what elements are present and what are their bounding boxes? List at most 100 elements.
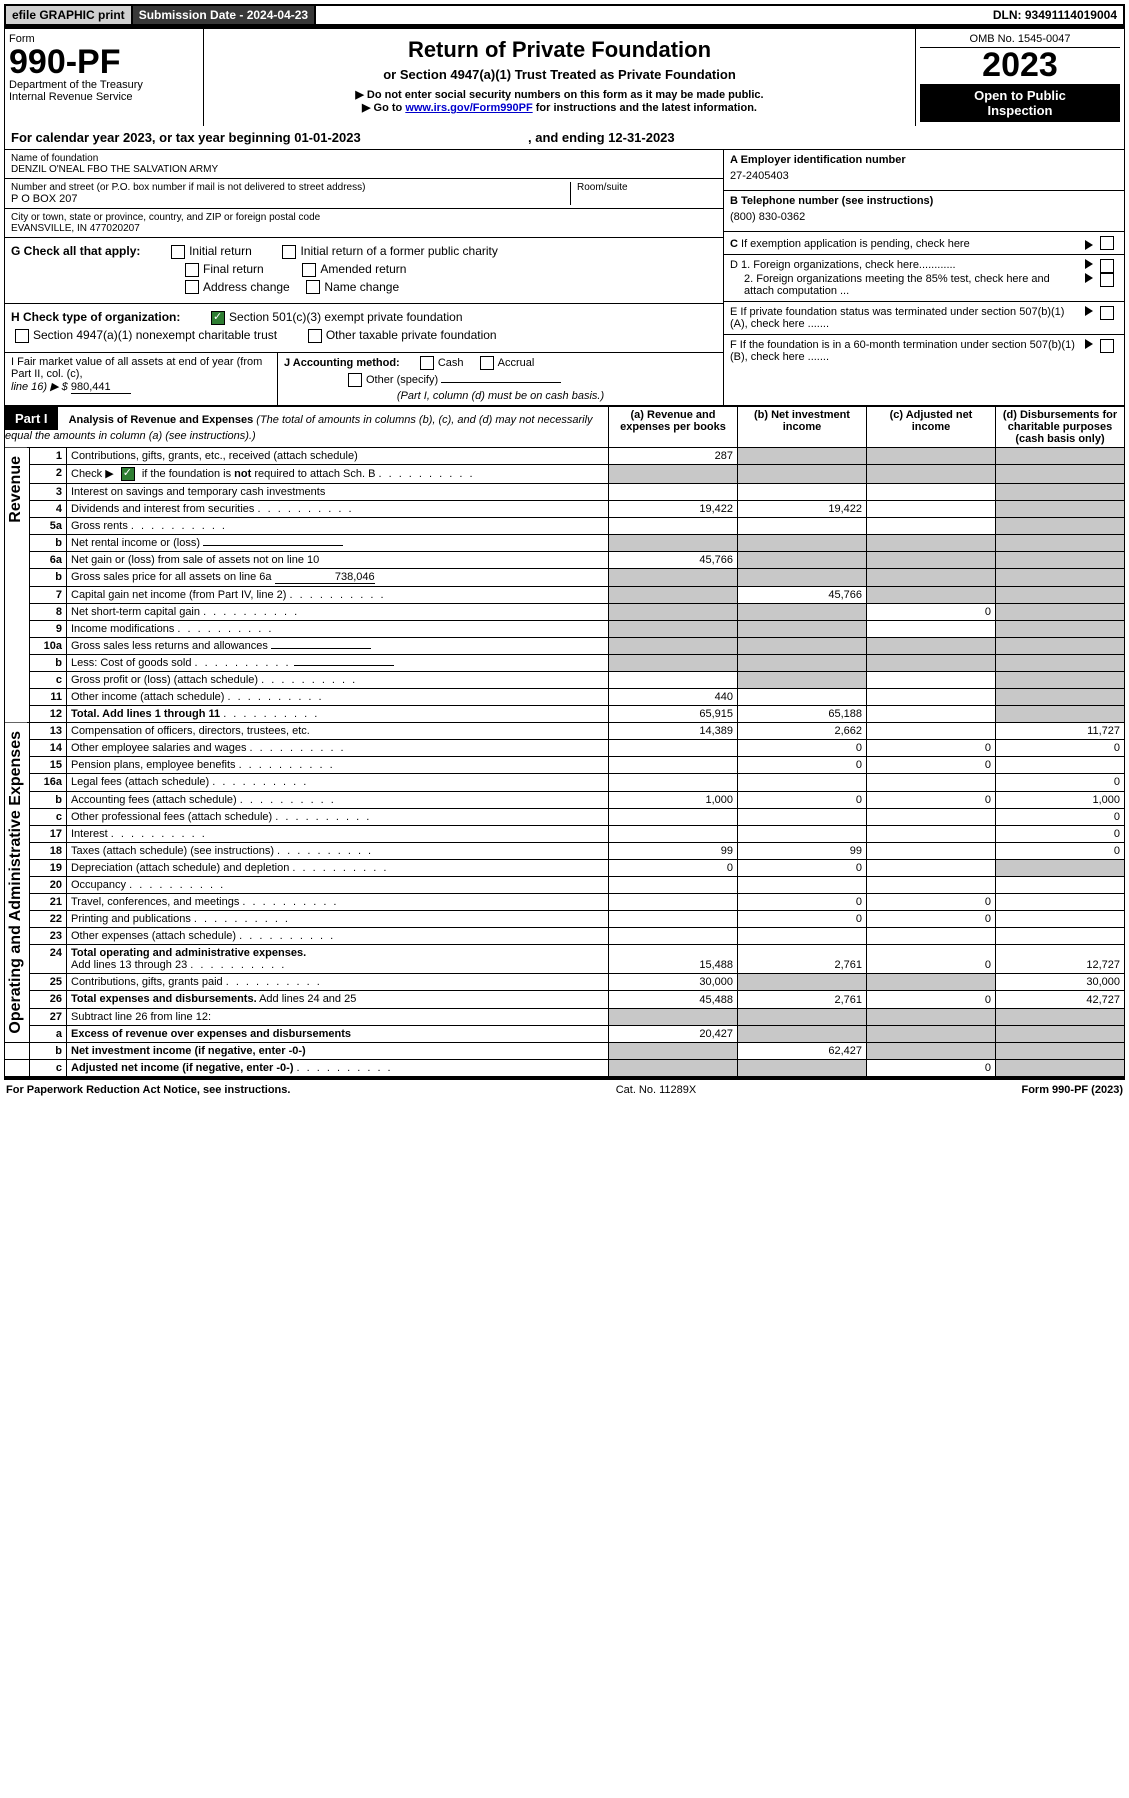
row-20: 20Occupancy	[5, 876, 1125, 893]
g-o2: Initial return of a former public charit…	[300, 244, 497, 258]
row-22: 22Printing and publications 00	[5, 911, 1125, 928]
foundation-name: DENZIL O'NEAL FBO THE SALVATION ARMY	[11, 164, 717, 175]
chk-amended-return[interactable]	[302, 263, 316, 277]
row-27: 27Subtract line 26 from line 12:	[5, 1008, 1125, 1025]
d2-label: 2. Foreign organizations meeting the 85%…	[744, 273, 1082, 297]
row-4: 4Dividends and interest from securities …	[5, 501, 1125, 518]
dept: Department of the Treasury	[9, 79, 199, 91]
e-label: E If private foundation status was termi…	[730, 306, 1082, 330]
chk-d1[interactable]	[1100, 259, 1114, 273]
row-27c: cAdjusted net income (if negative, enter…	[5, 1059, 1125, 1076]
footer-left: For Paperwork Reduction Act Notice, see …	[6, 1084, 290, 1096]
d1-label: D 1. Foreign organizations, check here..…	[730, 259, 1082, 273]
chk-d2[interactable]	[1100, 273, 1114, 287]
chk-c[interactable]	[1100, 236, 1114, 250]
row-1: Revenue 1 Contributions, gifts, grants, …	[5, 448, 1125, 465]
g-o1: Initial return	[189, 244, 252, 258]
row-27a: aExcess of revenue over expenses and dis…	[5, 1025, 1125, 1042]
instr-2: ▶ Go to www.irs.gov/Form990PF for instru…	[212, 101, 907, 114]
form-title: Return of Private Foundation	[212, 37, 907, 63]
g-o5: Address change	[203, 280, 290, 294]
chk-initial-return[interactable]	[171, 245, 185, 259]
open-to-public: Open to Public Inspection	[920, 84, 1120, 122]
row-18: 18Taxes (attach schedule) (see instructi…	[5, 842, 1125, 859]
chk-cash[interactable]	[420, 356, 434, 370]
inspection-text: Inspection	[924, 103, 1116, 118]
chk-schb[interactable]	[121, 467, 135, 481]
chk-initial-former[interactable]	[282, 245, 296, 259]
i-label: I Fair market value of all assets at end…	[11, 356, 262, 380]
a-label: A Employer identification number	[730, 154, 1118, 166]
room-label: Room/suite	[577, 182, 717, 193]
arrow-icon	[1085, 306, 1093, 316]
row-6b: bGross sales price for all assets on lin…	[5, 569, 1125, 587]
row-8: 8Net short-term capital gain 0	[5, 604, 1125, 621]
efile-label[interactable]: efile GRAPHIC print	[6, 6, 133, 24]
chk-address-change[interactable]	[185, 280, 199, 294]
row-23: 23Other expenses (attach schedule)	[5, 928, 1125, 945]
row-16c: cOther professional fees (attach schedul…	[5, 808, 1125, 825]
arrow-icon	[1085, 259, 1093, 269]
part1-title: Analysis of Revenue and Expenses	[69, 414, 254, 426]
g-o6: Name change	[324, 280, 399, 294]
section-h: H Check type of organization: Section 50…	[5, 304, 723, 353]
form-number: 990-PF	[9, 45, 199, 79]
h-o3: Other taxable private foundation	[326, 328, 497, 342]
page-footer: For Paperwork Reduction Act Notice, see …	[4, 1080, 1125, 1100]
chk-501c3[interactable]	[211, 311, 225, 325]
street-label: Number and street (or P.O. box number if…	[11, 182, 570, 193]
row-16b: bAccounting fees (attach schedule) 1,000…	[5, 791, 1125, 808]
h-label: H Check type of organization:	[11, 310, 180, 324]
row-10c: cGross profit or (loss) (attach schedule…	[5, 672, 1125, 689]
entity-info: Name of foundation DENZIL O'NEAL FBO THE…	[4, 150, 1125, 406]
chk-final-return[interactable]	[185, 263, 199, 277]
form990pf-link[interactable]: www.irs.gov/Form990PF	[405, 102, 532, 114]
g-o4: Amended return	[320, 262, 406, 276]
row-9: 9Income modifications	[5, 621, 1125, 638]
arrow-icon	[1085, 339, 1093, 349]
chk-accrual[interactable]	[480, 356, 494, 370]
footer-right: Form 990-PF (2023)	[1021, 1084, 1123, 1096]
row-15: 15Pension plans, employee benefits 00	[5, 757, 1125, 774]
street: P O BOX 207	[11, 193, 570, 205]
phone: (800) 830-0362	[730, 207, 1118, 227]
row-17: 17Interest 0	[5, 825, 1125, 842]
chk-e[interactable]	[1100, 306, 1114, 320]
chk-other-method[interactable]	[348, 373, 362, 387]
g-label: G Check all that apply:	[11, 244, 140, 258]
open-public-text: Open to Public	[924, 88, 1116, 103]
j-o2: Accrual	[498, 357, 535, 369]
c-label: If exemption application is pending, che…	[741, 238, 970, 250]
g-o3: Final return	[203, 262, 264, 276]
dln: DLN: 93491114019004	[987, 6, 1123, 24]
cal-year-end: , and ending 12-31-2023	[528, 130, 675, 145]
j-o1: Cash	[438, 357, 464, 369]
col-a: (a) Revenue and expenses per books	[609, 407, 738, 448]
col-d: (d) Disbursements for charitable purpose…	[996, 407, 1125, 448]
row-7: 7Capital gain net income (from Part IV, …	[5, 587, 1125, 604]
row-3: 3Interest on savings and temporary cash …	[5, 484, 1125, 501]
row-5b: bNet rental income or (loss)	[5, 535, 1125, 552]
chk-f[interactable]	[1100, 339, 1114, 353]
i-line: line 16) ▶ $	[11, 381, 68, 393]
row-13: Operating and Administrative Expenses 13…	[5, 723, 1125, 740]
j-note: (Part I, column (d) must be on cash basi…	[284, 390, 717, 402]
h-o2: Section 4947(a)(1) nonexempt charitable …	[33, 328, 277, 342]
part1-table: Part I Analysis of Revenue and Expenses …	[4, 406, 1125, 1077]
row-27b: bNet investment income (if negative, ent…	[5, 1042, 1125, 1059]
chk-name-change[interactable]	[306, 280, 320, 294]
chk-other-taxable[interactable]	[308, 329, 322, 343]
expenses-label: Operating and Administrative Expenses	[5, 723, 27, 1042]
city: EVANSVILLE, IN 477020207	[11, 223, 717, 234]
row-12: 12Total. Add lines 1 through 11 65,91565…	[5, 706, 1125, 723]
row-5a: 5aGross rents	[5, 518, 1125, 535]
name-label: Name of foundation	[11, 153, 717, 164]
tax-year: 2023	[920, 48, 1120, 82]
irs: Internal Revenue Service	[9, 91, 199, 103]
row-2: 2 Check ▶ if the foundation is not requi…	[5, 465, 1125, 484]
arrow-icon	[1085, 273, 1093, 283]
instr-2b: for instructions and the latest informat…	[533, 102, 757, 114]
ein: 27-2405403	[730, 166, 1118, 186]
chk-4947[interactable]	[15, 329, 29, 343]
row-26: 26Total expenses and disbursements. Add …	[5, 991, 1125, 1008]
